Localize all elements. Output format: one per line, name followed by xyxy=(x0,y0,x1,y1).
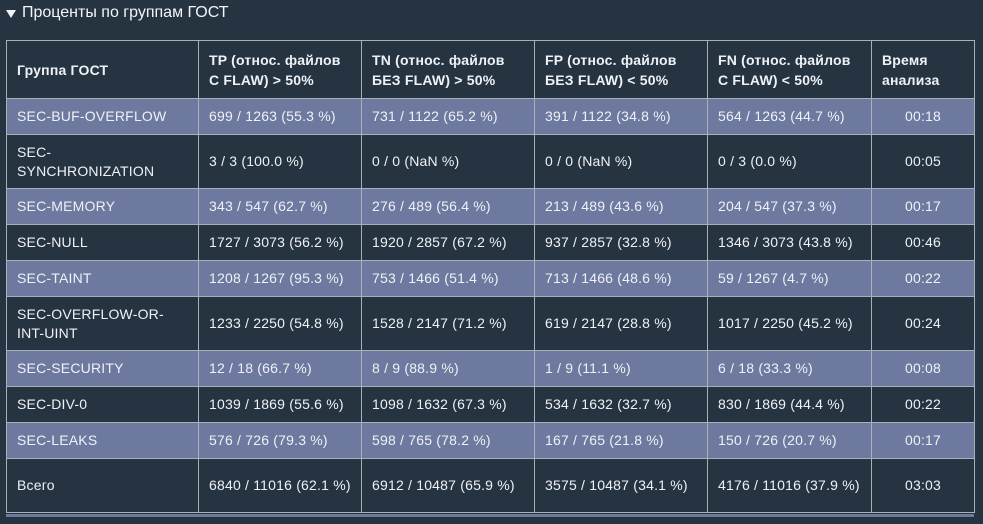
cell-tp: 1233 / 2250 (54.8 %) xyxy=(198,296,362,351)
cell-group: SEC-DIV-0 xyxy=(6,386,199,423)
cell-time: 00:24 xyxy=(871,296,975,351)
table-bottom-border xyxy=(6,514,974,517)
cell-group: SEC-NULL xyxy=(6,224,199,261)
header-time: Время анализа xyxy=(871,40,975,99)
cell-group: SEC-MEMORY xyxy=(6,188,199,225)
cell-time: 00:17 xyxy=(871,422,975,459)
cell-tn: 598 / 765 (78.2 %) xyxy=(361,422,535,459)
cell-fp: 937 / 2857 (32.8 %) xyxy=(534,224,708,261)
cell-group: SEC-OVERFLOW-OR-INT-UINT xyxy=(6,296,199,351)
cell-time: 00:18 xyxy=(871,98,975,135)
cell-time: 00:46 xyxy=(871,224,975,261)
cell-fp: 534 / 1632 (32.7 %) xyxy=(534,386,708,423)
cell-fn: 1346 / 3073 (43.8 %) xyxy=(707,224,872,261)
cell-fp: 619 / 2147 (28.8 %) xyxy=(534,296,708,351)
cell-tn: 753 / 1466 (51.4 %) xyxy=(361,260,535,297)
table-header-row: Группа ГОСТ TP (относ. файлов С FLAW) > … xyxy=(6,40,975,99)
cell-tp: 1039 / 1869 (55.6 %) xyxy=(198,386,362,423)
table-row-total: Всего 6840 / 11016 (62.1 %) 6912 / 10487… xyxy=(6,458,975,513)
cell-tn: 0 / 0 (NaN %) xyxy=(361,134,535,189)
cell-fp: 0 / 0 (NaN %) xyxy=(534,134,708,189)
cell-time: 00:08 xyxy=(871,350,975,387)
cell-tp: 576 / 726 (79.3 %) xyxy=(198,422,362,459)
cell-tn: 731 / 1122 (65.2 %) xyxy=(361,98,535,135)
cell-tn: 8 / 9 (88.9 %) xyxy=(361,350,535,387)
cell-time: 00:22 xyxy=(871,260,975,297)
header-fn: FN (относ. файлов С FLAW) < 50% xyxy=(707,40,872,99)
gost-table-container: Группа ГОСТ TP (относ. файлов С FLAW) > … xyxy=(6,40,975,517)
cell-fn: 1017 / 2250 (45.2 %) xyxy=(707,296,872,351)
table-row: SEC-BUF-OVERFLOW 699 / 1263 (55.3 %) 731… xyxy=(6,98,975,135)
cell-group: SEC-BUF-OVERFLOW xyxy=(6,98,199,135)
cell-group: SEC-LEAKS xyxy=(6,422,199,459)
table-row: SEC-LEAKS 576 / 726 (79.3 %) 598 / 765 (… xyxy=(6,422,975,459)
cell-group: SEC-TAINT xyxy=(6,260,199,297)
cell-fn: 564 / 1263 (44.7 %) xyxy=(707,98,872,135)
cell-tp: 1208 / 1267 (95.3 %) xyxy=(198,260,362,297)
header-tp: TP (относ. файлов С FLAW) > 50% xyxy=(198,40,362,99)
cell-tp: 1727 / 3073 (56.2 %) xyxy=(198,224,362,261)
cell-tp: 343 / 547 (62.7 %) xyxy=(198,188,362,225)
cell-time: 00:05 xyxy=(871,134,975,189)
cell-fp: 713 / 1466 (48.6 %) xyxy=(534,260,708,297)
cell-fn: 6 / 18 (33.3 %) xyxy=(707,350,872,387)
cell-tp: 699 / 1263 (55.3 %) xyxy=(198,98,362,135)
section-title: Проценты по группам ГОСТ xyxy=(22,4,229,21)
header-tn: TN (относ. файлов БЕЗ FLAW) > 50% xyxy=(361,40,535,99)
cell-tn: 276 / 489 (56.4 %) xyxy=(361,188,535,225)
cell-fn: 150 / 726 (20.7 %) xyxy=(707,422,872,459)
table-row: SEC-SECURITY 12 / 18 (66.7 %) 8 / 9 (88.… xyxy=(6,350,975,387)
table-row: SEC-SYNCHRONIZATION 3 / 3 (100.0 %) 0 / … xyxy=(6,134,975,189)
cell-tn: 6912 / 10487 (65.9 %) xyxy=(361,458,535,513)
cell-time: 03:03 xyxy=(871,458,975,513)
cell-time: 00:17 xyxy=(871,188,975,225)
cell-fp: 213 / 489 (43.6 %) xyxy=(534,188,708,225)
cell-tn: 1098 / 1632 (67.3 %) xyxy=(361,386,535,423)
cell-fn: 4176 / 11016 (37.9 %) xyxy=(707,458,872,513)
cell-group: SEC-SECURITY xyxy=(6,350,199,387)
cell-fn: 59 / 1267 (4.7 %) xyxy=(707,260,872,297)
cell-fn: 830 / 1869 (44.4 %) xyxy=(707,386,872,423)
cell-tn: 1528 / 2147 (71.2 %) xyxy=(361,296,535,351)
cell-tn: 1920 / 2857 (67.2 %) xyxy=(361,224,535,261)
cell-tp: 3 / 3 (100.0 %) xyxy=(198,134,362,189)
cell-fn: 204 / 547 (37.3 %) xyxy=(707,188,872,225)
header-fp: FP (относ. файлов БЕЗ FLAW) < 50% xyxy=(534,40,708,99)
triangle-down-icon[interactable] xyxy=(6,9,16,18)
cell-group: Всего xyxy=(6,458,199,513)
cell-fp: 3575 / 10487 (34.1 %) xyxy=(534,458,708,513)
cell-time: 00:22 xyxy=(871,386,975,423)
table-row: SEC-NULL 1727 / 3073 (56.2 %) 1920 / 285… xyxy=(6,224,975,261)
header-group: Группа ГОСТ xyxy=(6,40,199,99)
cell-tp: 12 / 18 (66.7 %) xyxy=(198,350,362,387)
cell-fn: 0 / 3 (0.0 %) xyxy=(707,134,872,189)
section-header[interactable]: Проценты по группам ГОСТ xyxy=(6,3,229,23)
cell-fp: 167 / 765 (21.8 %) xyxy=(534,422,708,459)
gost-percent-table: Группа ГОСТ TP (относ. файлов С FLAW) > … xyxy=(6,40,975,513)
table-row: SEC-MEMORY 343 / 547 (62.7 %) 276 / 489 … xyxy=(6,188,975,225)
table-row: SEC-OVERFLOW-OR-INT-UINT 1233 / 2250 (54… xyxy=(6,296,975,351)
cell-tp: 6840 / 11016 (62.1 %) xyxy=(198,458,362,513)
cell-group: SEC-SYNCHRONIZATION xyxy=(6,134,199,189)
cell-fp: 391 / 1122 (34.8 %) xyxy=(534,98,708,135)
table-row: SEC-DIV-0 1039 / 1869 (55.6 %) 1098 / 16… xyxy=(6,386,975,423)
cell-fp: 1 / 9 (11.1 %) xyxy=(534,350,708,387)
table-row: SEC-TAINT 1208 / 1267 (95.3 %) 753 / 146… xyxy=(6,260,975,297)
